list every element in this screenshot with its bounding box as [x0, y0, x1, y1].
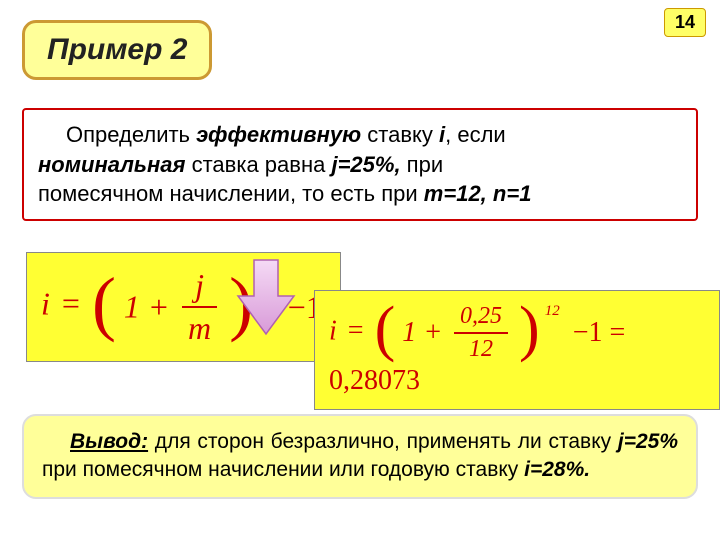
- title-box: Пример 2: [22, 20, 212, 80]
- f1-fraction: j m: [182, 267, 217, 347]
- problem-text: при: [401, 152, 444, 177]
- f2-lhs: i: [329, 315, 337, 346]
- problem-em2: номинальная: [38, 152, 185, 177]
- f2-den: 12: [454, 334, 508, 363]
- conclusion-v1: j=25%: [618, 430, 678, 453]
- conclusion-v2: i=28%.: [524, 458, 590, 481]
- problem-text: ставку: [361, 122, 439, 147]
- f1-lhs: i: [41, 285, 50, 321]
- f2-one: 1: [402, 317, 416, 348]
- problem-text: Определить: [66, 122, 196, 147]
- f2-num: 0,25: [454, 303, 508, 334]
- f1-num: j: [182, 267, 217, 308]
- conclusion-lead: Вывод:: [70, 430, 148, 453]
- f2-fraction: 0,25 12: [454, 303, 508, 363]
- f2-eq: =: [348, 315, 364, 346]
- problem-text: помесячном начислении, то есть при: [38, 181, 424, 206]
- f2-plus: +: [425, 317, 441, 348]
- f1-plus: +: [150, 289, 168, 325]
- conclusion-text: при помесячном начислении или годовую ст…: [42, 458, 524, 481]
- page-number: 14: [664, 8, 706, 37]
- problem-text: ставка равна: [185, 152, 331, 177]
- conclusion-box: Вывод: для сторон безразлично, применять…: [22, 414, 698, 499]
- paren-left: (: [92, 278, 116, 328]
- problem-em1: эффективную: [196, 122, 361, 147]
- problem-var-mn: m=12, n=1: [424, 181, 532, 206]
- formula-numeric: i = ( 1 + 0,25 12 ) 12 −1 = 0,28073: [314, 290, 720, 410]
- problem-text: , если: [445, 122, 506, 147]
- f1-den: m: [182, 308, 217, 347]
- conclusion-text: для сторон безразлично, применять ли ста…: [148, 430, 618, 453]
- problem-var-j: j=25%,: [331, 152, 400, 177]
- f1-eq: =: [62, 285, 80, 321]
- f2-exp: 12: [545, 303, 560, 320]
- down-arrow-icon: [236, 258, 296, 336]
- paren-left: (: [375, 308, 396, 351]
- paren-right: ): [519, 308, 540, 351]
- problem-statement: Определить эффективную ставку i, если но…: [22, 108, 698, 221]
- f1-one: 1: [124, 289, 140, 325]
